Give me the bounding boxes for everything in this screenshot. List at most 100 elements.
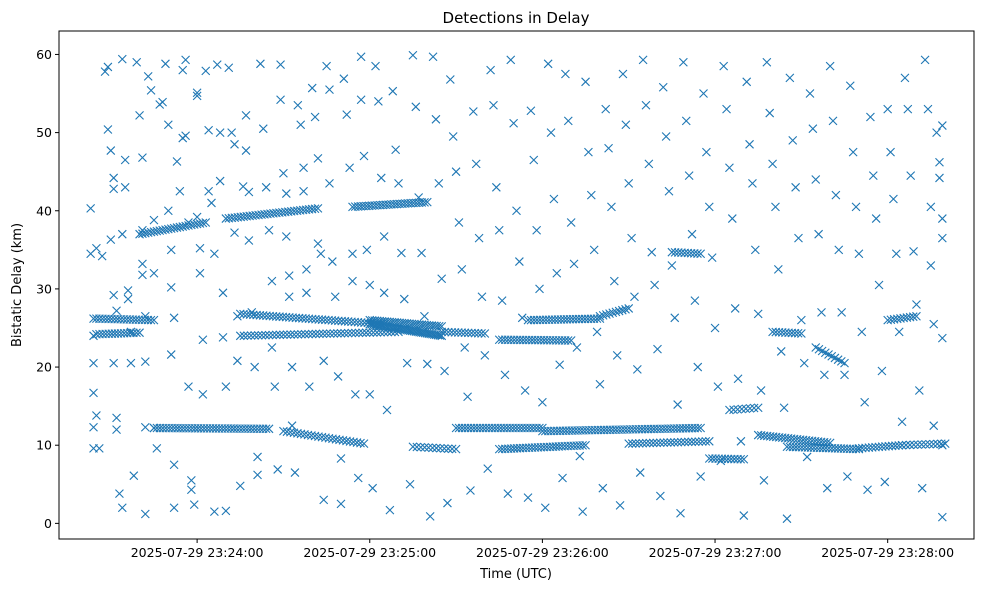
detection-marker xyxy=(802,452,812,462)
detection-marker xyxy=(532,225,542,235)
detection-marker xyxy=(937,233,947,243)
detection-marker xyxy=(634,438,644,448)
detection-marker xyxy=(840,358,849,368)
detection-marker xyxy=(218,332,228,342)
detection-marker xyxy=(303,430,313,440)
detection-marker xyxy=(126,358,136,368)
detection-marker xyxy=(250,331,260,340)
detection-marker xyxy=(169,503,179,513)
y-tick-label: 0 xyxy=(44,516,52,531)
detection-marker xyxy=(566,218,576,227)
detection-marker xyxy=(756,386,766,395)
detection-marker xyxy=(373,96,383,106)
detection-marker xyxy=(304,382,314,391)
detection-marker xyxy=(683,437,693,447)
detection-marker xyxy=(376,173,386,183)
detection-marker xyxy=(753,309,763,319)
detection-marker xyxy=(425,511,435,521)
detection-marker xyxy=(886,147,895,157)
detection-marker xyxy=(936,439,946,449)
detection-marker xyxy=(714,454,724,464)
detection-marker xyxy=(470,328,480,338)
detection-marker xyxy=(359,439,369,449)
detection-marker xyxy=(457,264,467,274)
detection-marker xyxy=(615,501,625,510)
detection-marker xyxy=(586,190,596,200)
detection-marker xyxy=(912,300,921,309)
detection-marker xyxy=(408,442,418,452)
detection-marker xyxy=(169,313,179,323)
y-tick-label: 20 xyxy=(36,360,52,375)
detection-marker xyxy=(416,442,426,452)
detection-marker xyxy=(503,489,513,499)
detection-marker xyxy=(618,69,628,79)
detection-marker xyxy=(460,343,470,352)
x-axis: 2025-07-29 23:24:00 2025-07-29 23:25:00 20… xyxy=(131,539,954,560)
detection-marker xyxy=(486,65,495,75)
detection-marker xyxy=(719,61,729,71)
detection-marker xyxy=(880,477,890,487)
detection-marker xyxy=(520,386,530,395)
detection-marker xyxy=(704,454,714,463)
detection-marker xyxy=(901,440,911,450)
detection-marker xyxy=(310,431,320,441)
detection-marker xyxy=(89,358,98,368)
detection-marker xyxy=(109,358,119,368)
detection-marker xyxy=(690,296,700,306)
detection-marker xyxy=(687,229,697,239)
detection-marker xyxy=(382,405,392,415)
detection-marker xyxy=(103,125,113,134)
detection-marker xyxy=(598,311,608,320)
detection-marker xyxy=(648,438,658,448)
detection-marker xyxy=(349,437,358,447)
detection-marker xyxy=(867,442,877,452)
detection-marker xyxy=(935,173,944,183)
detection-marker xyxy=(224,63,234,73)
detection-marker xyxy=(181,55,190,65)
detection-marker xyxy=(365,328,375,337)
detection-marker xyxy=(434,179,444,188)
detection-marker xyxy=(666,438,676,447)
detection-marker xyxy=(140,357,150,366)
detection-marker xyxy=(338,436,348,445)
detection-marker xyxy=(608,308,618,318)
detection-marker xyxy=(361,328,371,338)
detection-marker xyxy=(117,54,127,64)
detection-marker xyxy=(635,468,645,477)
detection-marker xyxy=(788,136,798,145)
detection-marker xyxy=(684,171,694,180)
detection-marker xyxy=(135,328,144,338)
detection-marker xyxy=(311,329,321,339)
x-tick-label: 2025-07-29 23:24:00 xyxy=(131,545,264,560)
detection-marker xyxy=(207,198,216,208)
detection-marker xyxy=(614,306,624,316)
detection-marker xyxy=(630,292,639,302)
detection-marker xyxy=(319,356,329,366)
detection-marker xyxy=(112,306,121,316)
y-tick-label: 10 xyxy=(36,438,52,453)
detection-marker xyxy=(891,249,901,259)
detection-marker xyxy=(733,374,743,384)
detection-marker xyxy=(310,204,320,214)
detection-marker xyxy=(779,403,789,413)
detection-marker xyxy=(845,81,855,91)
detection-marker xyxy=(463,328,473,338)
detection-marker xyxy=(279,426,288,436)
detection-marker xyxy=(307,329,317,339)
detection-marker xyxy=(120,182,130,192)
chart-title: Detections in Delay xyxy=(443,9,590,27)
detection-marker xyxy=(287,362,297,372)
detection-marker xyxy=(900,73,910,83)
detection-marker xyxy=(655,491,665,501)
detection-marker xyxy=(578,440,587,450)
detection-marker xyxy=(611,307,621,317)
detection-marker xyxy=(697,437,707,446)
detection-marker xyxy=(86,204,96,213)
detection-marker xyxy=(868,171,878,180)
detection-marker xyxy=(221,506,231,516)
detection-marker xyxy=(925,439,934,449)
detection-marker xyxy=(906,171,916,180)
detection-marker xyxy=(477,328,486,338)
detection-marker xyxy=(412,442,422,452)
detection-marker xyxy=(563,336,573,345)
